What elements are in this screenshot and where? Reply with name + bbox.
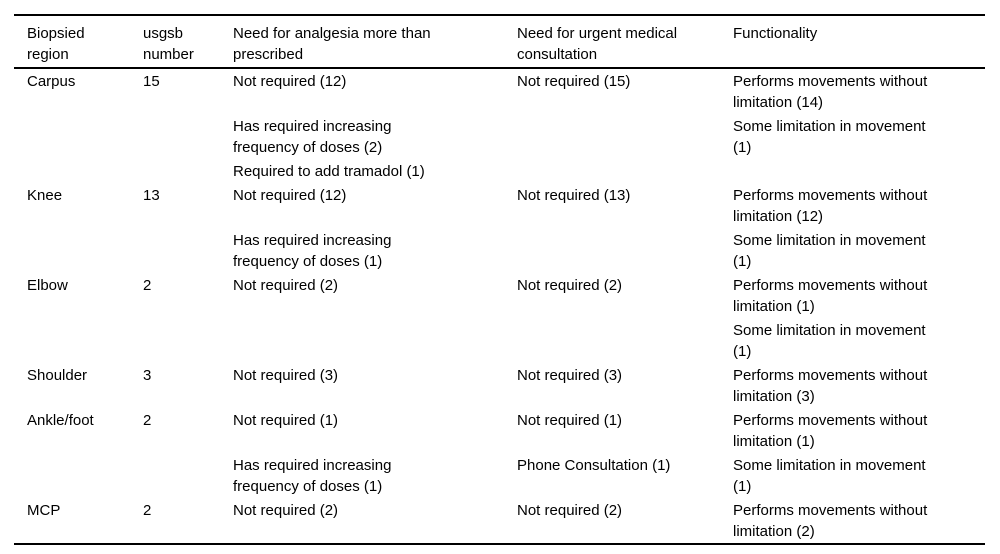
cell-usgsb-number xyxy=(130,159,220,183)
cell-usgsb-number: 15 xyxy=(143,73,160,90)
table-row-carpus: Carpus 15 Not required (12) Not required… xyxy=(14,68,985,114)
header-row: Biopsied region usgsb number Need for an… xyxy=(14,15,985,69)
cell-functionality: Some limitation in movement (1) xyxy=(733,118,926,156)
cell-region xyxy=(14,453,130,498)
cell-analgesia: Has required increasing frequency of dos… xyxy=(233,118,392,156)
column-header-functionality: Functionality xyxy=(720,15,985,69)
cell-consultation: Not required (15) xyxy=(517,73,631,90)
table-row-knee: Knee 13 Not required (12) Not required (… xyxy=(14,183,985,228)
cell-analgesia: Not required (12) xyxy=(233,73,347,90)
column-header-analgesia: Need for analgesia more than prescribed xyxy=(220,15,504,69)
cell-functionality: Some limitation in movement (1) xyxy=(733,322,926,360)
cell-usgsb-number: 2 xyxy=(143,277,152,294)
cell-region: Elbow xyxy=(27,277,68,294)
cell-consultation: Not required (2) xyxy=(517,502,623,519)
table-body: Carpus 15 Not required (12) Not required… xyxy=(14,68,985,544)
cell-functionality: Performs movements without limitation (1… xyxy=(733,412,928,450)
column-header-label: Functionality xyxy=(733,25,818,42)
cell-analgesia: Has required increasing frequency of dos… xyxy=(233,232,392,270)
table-row-knee-cont: Has required increasing frequency of dos… xyxy=(14,228,985,273)
cell-region xyxy=(14,159,130,183)
table-row-elbow-cont: Some limitation in movement (1) xyxy=(14,318,985,363)
cell-region: Knee xyxy=(27,187,63,204)
cell-usgsb-number: 13 xyxy=(143,187,160,204)
cell-analgesia: Not required (1) xyxy=(233,412,339,429)
column-header-label: usgsb number xyxy=(143,25,194,63)
cell-analgesia: Has required increasing frequency of dos… xyxy=(233,457,392,495)
cell-consultation: Not required (13) xyxy=(517,187,631,204)
table-row-elbow: Elbow 2 Not required (2) Not required (2… xyxy=(14,273,985,318)
column-header-label: Need for analgesia more than prescribed xyxy=(233,25,431,63)
cell-functionality: Performs movements without limitation (1… xyxy=(733,277,928,315)
cell-region: Shoulder xyxy=(27,367,88,384)
cell-consultation xyxy=(504,159,720,183)
cell-consultation: Phone Consultation (1) xyxy=(517,457,671,474)
cell-analgesia: Not required (12) xyxy=(233,187,347,204)
cell-analgesia xyxy=(220,318,504,363)
cell-functionality: Performs movements without limitation (2… xyxy=(733,502,928,540)
column-header-usgsb-number: usgsb number xyxy=(130,15,220,69)
cell-region: MCP xyxy=(27,502,61,519)
table-row-carpus-cont: Has required increasing frequency of dos… xyxy=(14,114,985,159)
cell-analgesia: Not required (3) xyxy=(233,367,339,384)
cell-consultation xyxy=(504,114,720,159)
cell-functionality: Some limitation in movement (1) xyxy=(733,457,926,495)
cell-usgsb-number xyxy=(130,453,220,498)
column-header-biopsied-region: Biopsied region xyxy=(14,15,130,69)
table-row-ankle-foot: Ankle/foot 2 Not required (1) Not requir… xyxy=(14,408,985,453)
cell-analgesia: Required to add tramadol (1) xyxy=(233,163,425,180)
cell-usgsb-number: 2 xyxy=(143,412,152,429)
cell-functionality: Performs movements without limitation (1… xyxy=(733,73,928,111)
cell-consultation xyxy=(504,228,720,273)
column-header-label: Biopsied region xyxy=(27,25,85,63)
column-header-label: Need for urgent medical consultation xyxy=(517,25,678,63)
column-header-consultation: Need for urgent medical consultation xyxy=(504,15,720,69)
cell-consultation: Not required (3) xyxy=(517,367,623,384)
biopsy-outcomes-table: Biopsied region usgsb number Need for an… xyxy=(14,14,985,545)
cell-analgesia: Not required (2) xyxy=(233,502,339,519)
cell-analgesia: Not required (2) xyxy=(233,277,339,294)
cell-usgsb-number xyxy=(130,114,220,159)
cell-usgsb-number xyxy=(130,228,220,273)
cell-consultation xyxy=(504,318,720,363)
cell-usgsb-number: 2 xyxy=(143,502,152,519)
cell-usgsb-number xyxy=(130,318,220,363)
cell-functionality: Performs movements without limitation (3… xyxy=(733,367,928,405)
table-row-mcp: MCP 2 Not required (2) Not required (2) … xyxy=(14,498,985,544)
table-row-carpus-cont: Required to add tramadol (1) xyxy=(14,159,985,183)
cell-functionality: Performs movements without limitation (1… xyxy=(733,187,928,225)
cell-functionality xyxy=(720,159,985,183)
cell-region xyxy=(14,228,130,273)
cell-region: Carpus xyxy=(27,73,76,90)
cell-usgsb-number: 3 xyxy=(143,367,152,384)
table-row-ankle-foot-cont: Has required increasing frequency of dos… xyxy=(14,453,985,498)
cell-consultation: Not required (2) xyxy=(517,277,623,294)
cell-region: Ankle/foot xyxy=(27,412,94,429)
cell-functionality: Some limitation in movement (1) xyxy=(733,232,926,270)
cell-consultation: Not required (1) xyxy=(517,412,623,429)
table-row-shoulder: Shoulder 3 Not required (3) Not required… xyxy=(14,363,985,408)
cell-region xyxy=(14,114,130,159)
cell-region xyxy=(14,318,130,363)
